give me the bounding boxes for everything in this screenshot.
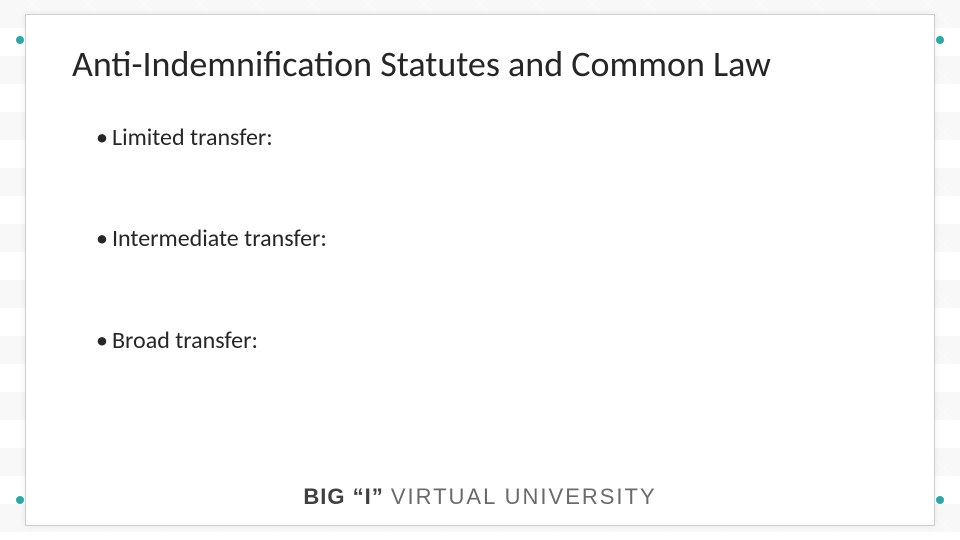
corner-dot-icon bbox=[16, 36, 24, 44]
content-box: Anti-Indemnification Statutes and Common… bbox=[25, 14, 935, 526]
footer-quote-open: “ bbox=[353, 484, 365, 509]
bullet-item: Limited transfer: bbox=[96, 122, 888, 153]
bullet-item: Broad transfer: bbox=[96, 325, 888, 356]
footer-i: I bbox=[365, 484, 372, 509]
footer-quote-close: ” bbox=[372, 484, 384, 509]
footer-big: BIG bbox=[303, 484, 345, 509]
footer-vu: VIRTUAL UNIVERSITY bbox=[391, 484, 657, 509]
slide-frame: Anti-Indemnification Statutes and Common… bbox=[0, 0, 960, 540]
bullet-list: Limited transfer: Intermediate transfer:… bbox=[72, 122, 888, 356]
corner-dot-icon bbox=[936, 36, 944, 44]
bullet-item: Intermediate transfer: bbox=[96, 223, 888, 254]
footer-logo: BIG “I” VIRTUAL UNIVERSITY bbox=[0, 484, 960, 510]
slide-title: Anti-Indemnification Statutes and Common… bbox=[72, 43, 888, 86]
